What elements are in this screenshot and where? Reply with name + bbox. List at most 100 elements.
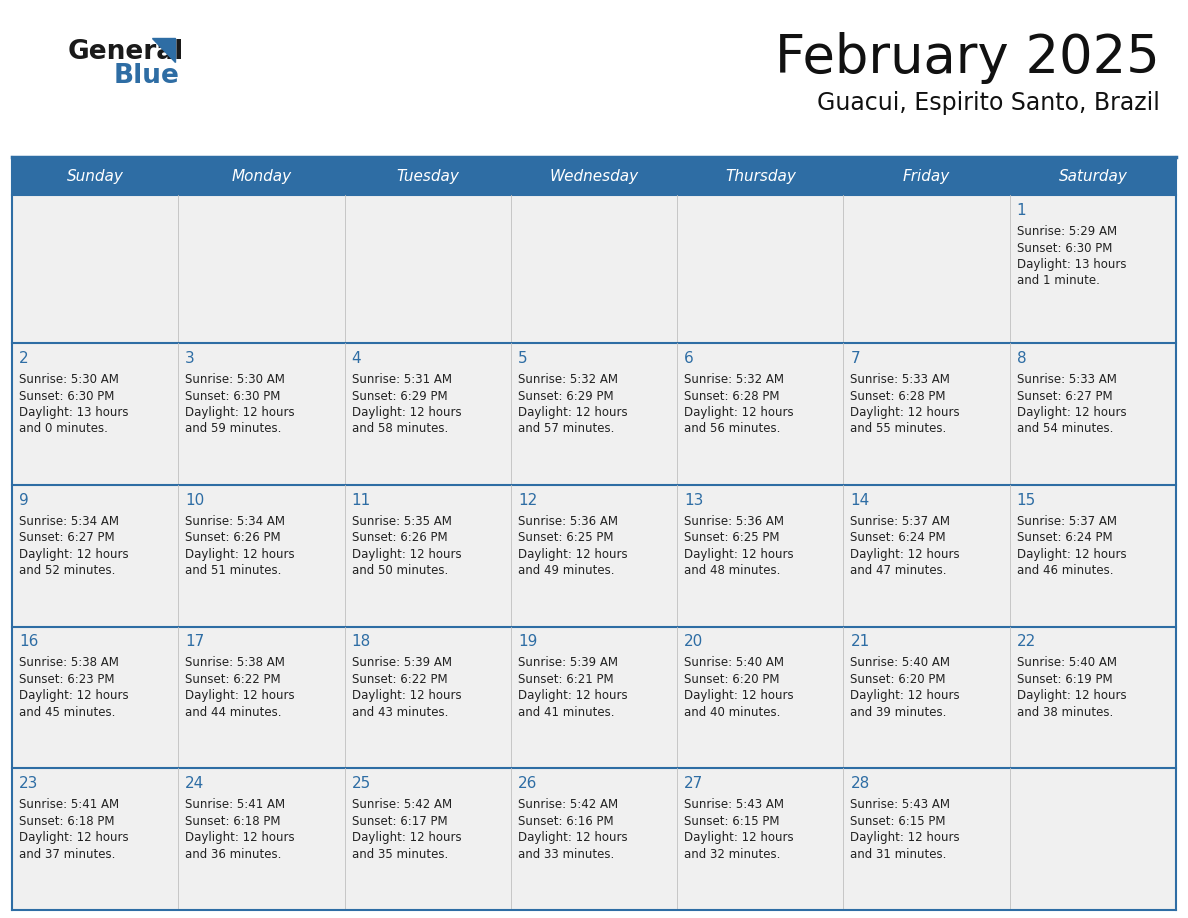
Text: Sunrise: 5:30 AM: Sunrise: 5:30 AM [19, 373, 119, 386]
Text: 21: 21 [851, 634, 870, 650]
Text: Friday: Friday [903, 169, 950, 184]
Text: 24: 24 [185, 777, 204, 791]
Text: and 50 minutes.: and 50 minutes. [352, 565, 448, 577]
Text: Sunrise: 5:43 AM: Sunrise: 5:43 AM [851, 799, 950, 812]
Text: 13: 13 [684, 493, 703, 508]
Text: and 45 minutes.: and 45 minutes. [19, 706, 115, 719]
Text: 4: 4 [352, 351, 361, 366]
Text: 28: 28 [851, 777, 870, 791]
Text: Sunset: 6:15 PM: Sunset: 6:15 PM [684, 815, 779, 828]
Text: Sunset: 6:28 PM: Sunset: 6:28 PM [684, 389, 779, 402]
Text: Sunset: 6:24 PM: Sunset: 6:24 PM [851, 532, 946, 544]
Bar [12, 343, 1176, 485]
Text: Sunset: 6:26 PM: Sunset: 6:26 PM [352, 532, 447, 544]
Text: Sunrise: 5:39 AM: Sunrise: 5:39 AM [352, 656, 451, 669]
Text: Sunset: 6:24 PM: Sunset: 6:24 PM [1017, 532, 1112, 544]
Text: and 58 minutes.: and 58 minutes. [352, 422, 448, 435]
Text: Daylight: 12 hours: Daylight: 12 hours [185, 548, 295, 561]
Text: General: General [68, 39, 184, 65]
Text: Sunrise: 5:38 AM: Sunrise: 5:38 AM [19, 656, 119, 669]
Text: Sunrise: 5:35 AM: Sunrise: 5:35 AM [352, 515, 451, 528]
Text: February 2025: February 2025 [776, 32, 1159, 84]
Bar [12, 485, 1176, 626]
Text: Sunset: 6:20 PM: Sunset: 6:20 PM [851, 673, 946, 686]
Text: Sunset: 6:21 PM: Sunset: 6:21 PM [518, 673, 613, 686]
Text: Daylight: 12 hours: Daylight: 12 hours [684, 548, 794, 561]
Text: and 55 minutes.: and 55 minutes. [851, 422, 947, 435]
Bar [12, 157, 1176, 195]
Text: Sunrise: 5:38 AM: Sunrise: 5:38 AM [185, 656, 285, 669]
Text: Sunset: 6:25 PM: Sunset: 6:25 PM [684, 532, 779, 544]
Text: Daylight: 12 hours: Daylight: 12 hours [352, 406, 461, 419]
Text: and 48 minutes.: and 48 minutes. [684, 565, 781, 577]
Text: Sunset: 6:17 PM: Sunset: 6:17 PM [352, 815, 447, 828]
Text: Sunrise: 5:42 AM: Sunrise: 5:42 AM [352, 799, 451, 812]
Text: 3: 3 [185, 351, 195, 366]
Text: Sunset: 6:27 PM: Sunset: 6:27 PM [1017, 389, 1112, 402]
Text: 9: 9 [19, 493, 29, 508]
Text: and 59 minutes.: and 59 minutes. [185, 422, 282, 435]
Text: and 38 minutes.: and 38 minutes. [1017, 706, 1113, 719]
Text: Daylight: 12 hours: Daylight: 12 hours [518, 832, 627, 845]
Text: and 37 minutes.: and 37 minutes. [19, 847, 115, 861]
Text: Sunrise: 5:32 AM: Sunrise: 5:32 AM [518, 373, 618, 386]
Text: and 57 minutes.: and 57 minutes. [518, 422, 614, 435]
Text: and 54 minutes.: and 54 minutes. [1017, 422, 1113, 435]
Text: Daylight: 12 hours: Daylight: 12 hours [352, 832, 461, 845]
Text: Sunrise: 5:37 AM: Sunrise: 5:37 AM [1017, 515, 1117, 528]
Text: Daylight: 12 hours: Daylight: 12 hours [185, 406, 295, 419]
Text: Daylight: 12 hours: Daylight: 12 hours [684, 406, 794, 419]
Text: and 44 minutes.: and 44 minutes. [185, 706, 282, 719]
Text: Sunset: 6:26 PM: Sunset: 6:26 PM [185, 532, 280, 544]
Text: Daylight: 12 hours: Daylight: 12 hours [851, 548, 960, 561]
Text: Sunrise: 5:30 AM: Sunrise: 5:30 AM [185, 373, 285, 386]
Text: and 39 minutes.: and 39 minutes. [851, 706, 947, 719]
Text: 1: 1 [1017, 203, 1026, 218]
Text: 2: 2 [19, 351, 29, 366]
Text: and 52 minutes.: and 52 minutes. [19, 565, 115, 577]
Text: and 41 minutes.: and 41 minutes. [518, 706, 614, 719]
Text: Daylight: 12 hours: Daylight: 12 hours [1017, 548, 1126, 561]
Text: Saturday: Saturday [1059, 169, 1127, 184]
Text: and 49 minutes.: and 49 minutes. [518, 565, 614, 577]
Text: and 31 minutes.: and 31 minutes. [851, 847, 947, 861]
Text: Sunset: 6:27 PM: Sunset: 6:27 PM [19, 532, 114, 544]
Text: Sunset: 6:19 PM: Sunset: 6:19 PM [1017, 673, 1112, 686]
Text: Sunset: 6:29 PM: Sunset: 6:29 PM [518, 389, 613, 402]
Text: 12: 12 [518, 493, 537, 508]
Text: 10: 10 [185, 493, 204, 508]
Text: and 43 minutes.: and 43 minutes. [352, 706, 448, 719]
Text: Daylight: 12 hours: Daylight: 12 hours [851, 406, 960, 419]
Text: Sunset: 6:25 PM: Sunset: 6:25 PM [518, 532, 613, 544]
Text: and 40 minutes.: and 40 minutes. [684, 706, 781, 719]
Text: Daylight: 12 hours: Daylight: 12 hours [185, 689, 295, 702]
Text: Sunday: Sunday [67, 169, 124, 184]
Text: Sunrise: 5:39 AM: Sunrise: 5:39 AM [518, 656, 618, 669]
Text: Sunset: 6:22 PM: Sunset: 6:22 PM [185, 673, 280, 686]
Text: 23: 23 [19, 777, 38, 791]
Text: 26: 26 [518, 777, 537, 791]
Text: Daylight: 12 hours: Daylight: 12 hours [851, 832, 960, 845]
Polygon shape [152, 38, 175, 62]
Bar [12, 626, 1176, 768]
Text: Daylight: 12 hours: Daylight: 12 hours [518, 689, 627, 702]
Text: 15: 15 [1017, 493, 1036, 508]
Text: Sunset: 6:30 PM: Sunset: 6:30 PM [185, 389, 280, 402]
Text: and 33 minutes.: and 33 minutes. [518, 847, 614, 861]
Text: and 36 minutes.: and 36 minutes. [185, 847, 282, 861]
Text: 20: 20 [684, 634, 703, 650]
Text: Sunrise: 5:31 AM: Sunrise: 5:31 AM [352, 373, 451, 386]
Text: 5: 5 [518, 351, 527, 366]
Text: 7: 7 [851, 351, 860, 366]
Text: Sunrise: 5:36 AM: Sunrise: 5:36 AM [684, 515, 784, 528]
Text: 27: 27 [684, 777, 703, 791]
Text: Wednesday: Wednesday [549, 169, 639, 184]
Text: Guacui, Espirito Santo, Brazil: Guacui, Espirito Santo, Brazil [817, 91, 1159, 115]
Text: Thursday: Thursday [725, 169, 796, 184]
Text: 6: 6 [684, 351, 694, 366]
Text: Blue: Blue [114, 63, 179, 89]
Text: Daylight: 12 hours: Daylight: 12 hours [851, 689, 960, 702]
Text: Sunrise: 5:33 AM: Sunrise: 5:33 AM [851, 373, 950, 386]
Text: Monday: Monday [232, 169, 291, 184]
Text: Sunset: 6:16 PM: Sunset: 6:16 PM [518, 815, 613, 828]
